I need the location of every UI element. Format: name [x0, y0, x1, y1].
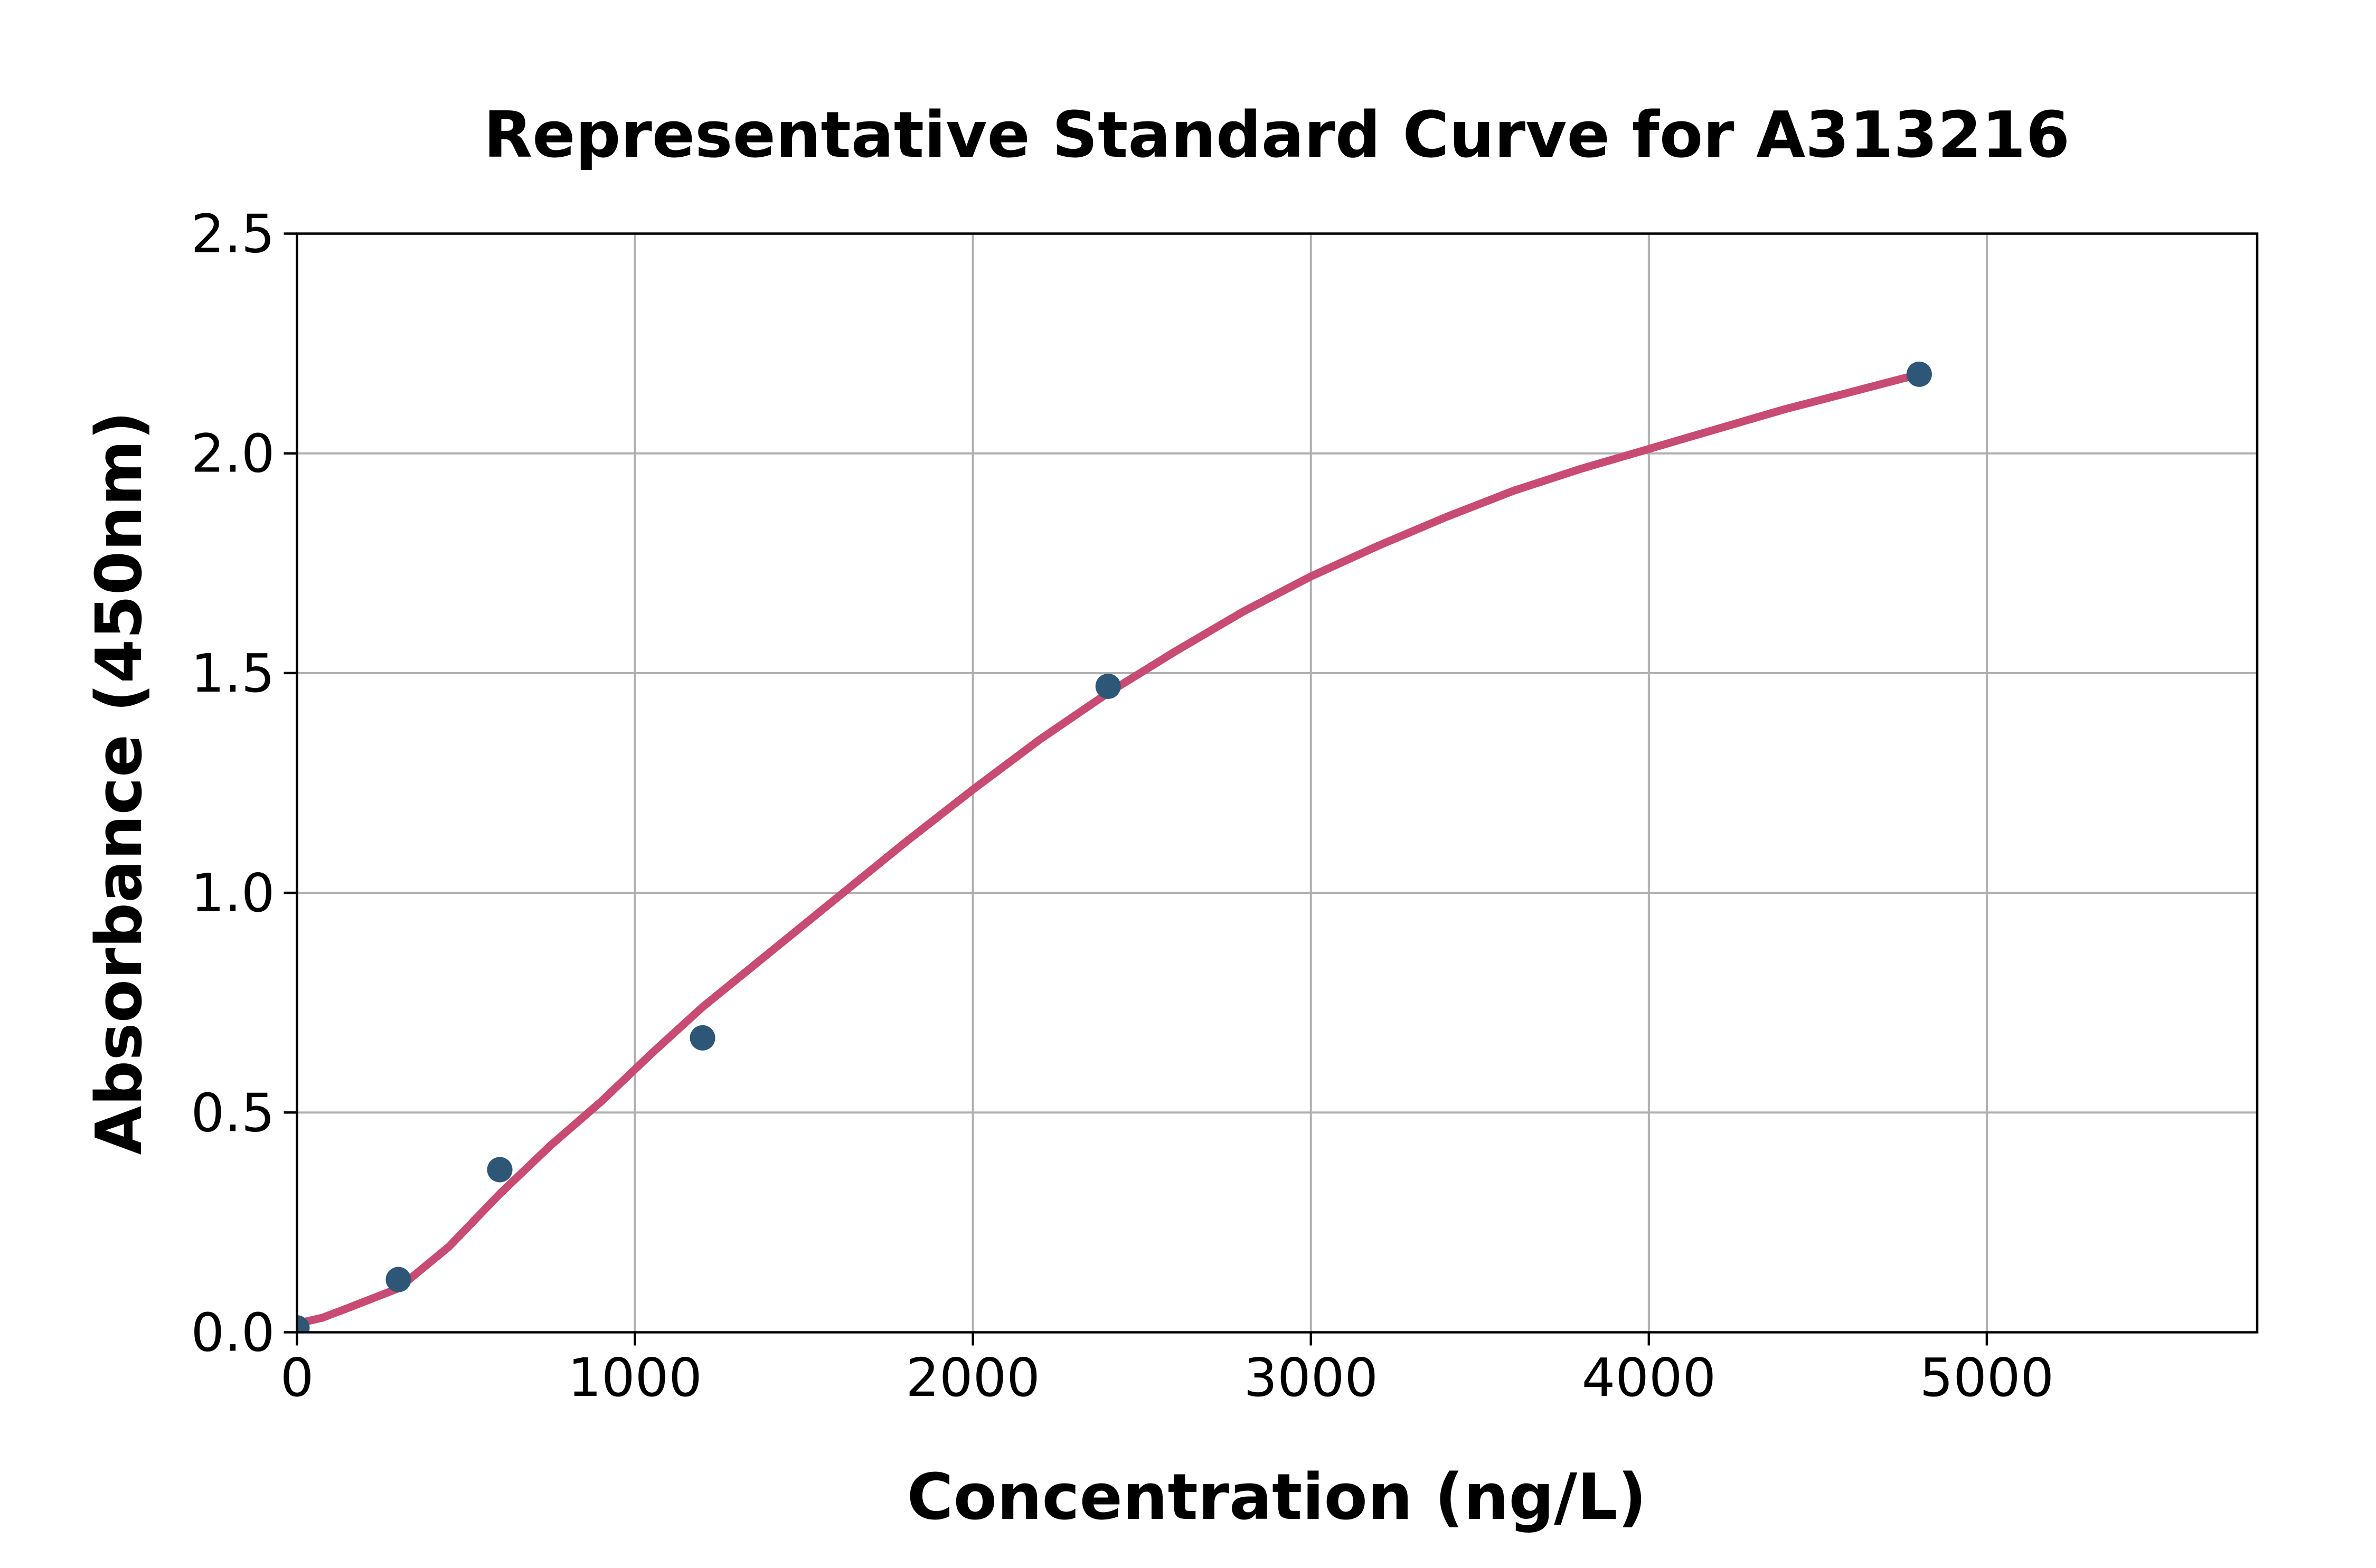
data-point [297, 1315, 310, 1333]
gridlines [297, 233, 2257, 1333]
data-point [487, 1157, 513, 1183]
y-tick-label: 0.0 [191, 1302, 275, 1364]
data-point [385, 1267, 411, 1292]
x-axis-label: Concentration (ng/L) [907, 1461, 1647, 1534]
y-tick-label: 0.5 [191, 1082, 275, 1144]
y-tick-label: 1.5 [191, 643, 275, 704]
x-tick-label: 4000 [1582, 1347, 1717, 1409]
y-axis-label: Absorbance (450nm) [83, 411, 156, 1155]
data-point [1095, 673, 1121, 699]
plot-border [296, 232, 2259, 1334]
x-tick-label: 1000 [568, 1347, 702, 1409]
y-tick-label: 1.0 [191, 862, 275, 924]
x-tick-labels: 0 1000 2000 3000 4000 5000 [280, 1347, 2054, 1409]
data-points [297, 361, 1932, 1333]
axis-ticks [284, 232, 1988, 1346]
fit-curve-line [297, 370, 1924, 1328]
x-tick-label: 3000 [1244, 1347, 1379, 1409]
x-tick-label: 2000 [906, 1347, 1040, 1409]
data-point [690, 1025, 715, 1051]
x-tick-label: 0 [280, 1347, 314, 1409]
x-tick-label: 5000 [1920, 1347, 2054, 1409]
y-tick-label: 2.5 [191, 203, 275, 265]
y-tick-label: 2.0 [191, 423, 275, 485]
chart-title: Representative Standard Curve for A31321… [484, 99, 2070, 172]
data-point [1906, 361, 1932, 387]
y-tick-labels: 0.0 0.5 1.0 1.5 2.0 2.5 [191, 203, 275, 1364]
